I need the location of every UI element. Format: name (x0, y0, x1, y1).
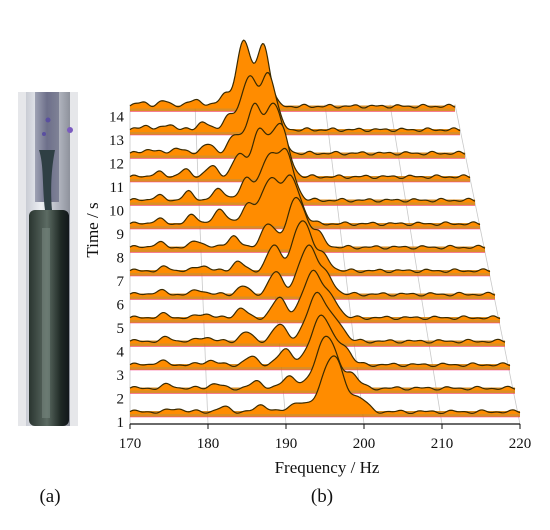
spectrum-time-14 (129, 39, 456, 112)
spectrum-area (130, 40, 455, 109)
y-tick-label: 6 (117, 298, 125, 314)
y-tick-label: 14 (109, 110, 125, 126)
spectrum-outline (129, 220, 491, 274)
spectrum-outline (129, 102, 466, 156)
spectrum-area (130, 197, 485, 250)
x-tick-label: 170 (119, 436, 142, 452)
spectrum-area (130, 315, 510, 367)
y-tick-label: 12 (109, 157, 124, 173)
y-tick-label: 5 (117, 321, 125, 337)
spectrum-area (130, 355, 520, 414)
y-tick-label: 7 (117, 274, 125, 290)
y-tick-label: 4 (117, 345, 125, 361)
x-axis-label: Frequency / Hz (275, 458, 380, 477)
spectrum-outline (129, 196, 486, 250)
y-tick-label: 1 (117, 415, 125, 431)
x-tick-label: 220 (509, 436, 532, 452)
spectra-series (129, 39, 521, 418)
y-tick-label: 13 (109, 133, 124, 149)
y-tick-label: 8 (117, 251, 125, 267)
y-axis-label: Time / s (83, 202, 102, 257)
spectrum-outline (129, 355, 521, 415)
y-tick-label: 2 (117, 392, 125, 408)
spectrum-time-13 (129, 72, 461, 136)
y-tick-label: 10 (109, 204, 124, 220)
spectrum-area (130, 175, 480, 226)
spectrum-outline (129, 122, 471, 180)
spectrum-time-11 (129, 122, 471, 183)
panel-label-a: (a) (39, 486, 60, 507)
spectrum-outline (129, 291, 506, 344)
y-tick-label: 9 (117, 227, 125, 243)
spectrum-outline (129, 335, 516, 391)
spectrum-outline (129, 314, 511, 368)
panel-label-b: (b) (311, 486, 333, 507)
x-tick-label: 200 (353, 436, 376, 452)
x-tick-label: 190 (275, 436, 298, 452)
spectrum-outline (129, 72, 461, 133)
spectrum-area (130, 336, 515, 391)
spectrum-outline (129, 147, 476, 203)
spectrum-area (130, 72, 460, 132)
panel-a-photo (18, 92, 78, 426)
spectrum-outline (129, 244, 496, 297)
y-tick-label: 11 (110, 180, 124, 196)
x-tick-label: 180 (197, 436, 220, 452)
spectrum-outline (129, 174, 481, 227)
spectrum-outline (129, 39, 456, 109)
x-tick-label: 210 (431, 436, 454, 452)
spectrum-time-1 (129, 355, 521, 418)
x-tick-labels: 170 180 190 200 210 220 (119, 424, 532, 452)
spectrum-outline (129, 269, 501, 321)
grid-line (454, 104, 521, 425)
spectrum-time-12 (129, 102, 466, 159)
y-tick-label: 3 (117, 368, 125, 384)
